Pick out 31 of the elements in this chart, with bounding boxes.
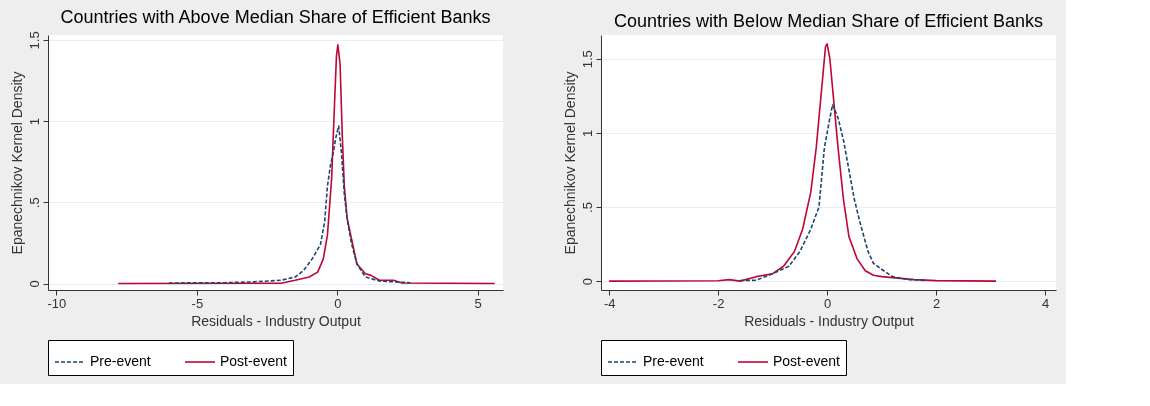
legend-label: Post-event xyxy=(220,353,288,369)
y-tick-label: 1 xyxy=(579,129,595,137)
y-tick-label: 1.5 xyxy=(579,50,595,69)
y-tick-label: 1 xyxy=(26,117,42,126)
legend-label: Pre-event xyxy=(90,353,151,369)
line-series xyxy=(167,125,412,284)
x-tick-label: -2 xyxy=(712,295,725,311)
x-tick-label: -4 xyxy=(603,295,616,311)
line-series xyxy=(608,43,997,282)
x-axis-title: Residuals - Industry Output xyxy=(744,312,914,329)
x-tick-label: -10 xyxy=(47,295,67,311)
chart-title: Countries with Below Median Share of Efficient Banks xyxy=(614,11,1043,31)
x-tick-label: 0 xyxy=(824,295,832,311)
x-tick-label: 0 xyxy=(334,295,342,311)
x-tick-label: -5 xyxy=(191,295,204,311)
y-tick-label: .5 xyxy=(579,202,595,213)
y-axis-title: Epanechnikov Kernel Density xyxy=(8,71,25,255)
legend-label: Pre-event xyxy=(643,353,704,369)
y-tick-label: 0 xyxy=(26,280,42,288)
chart-title: Countries with Above Median Share of Efficient Banks xyxy=(60,6,491,27)
y-axis-title: Epanechnikov Kernel Density xyxy=(561,71,578,255)
y-tick-label: .5 xyxy=(26,197,42,209)
y-tick-label: 0 xyxy=(579,277,595,286)
y-tick-label: 1.5 xyxy=(26,31,42,50)
x-tick-label: 2 xyxy=(933,295,941,311)
legend-label: Post-event xyxy=(773,353,841,369)
x-tick-label: 4 xyxy=(1041,295,1050,311)
line-series xyxy=(739,103,927,282)
x-axis-title: Residuals - Industry Output xyxy=(191,312,361,329)
line-series xyxy=(117,43,496,285)
x-tick-label: 5 xyxy=(474,295,482,311)
